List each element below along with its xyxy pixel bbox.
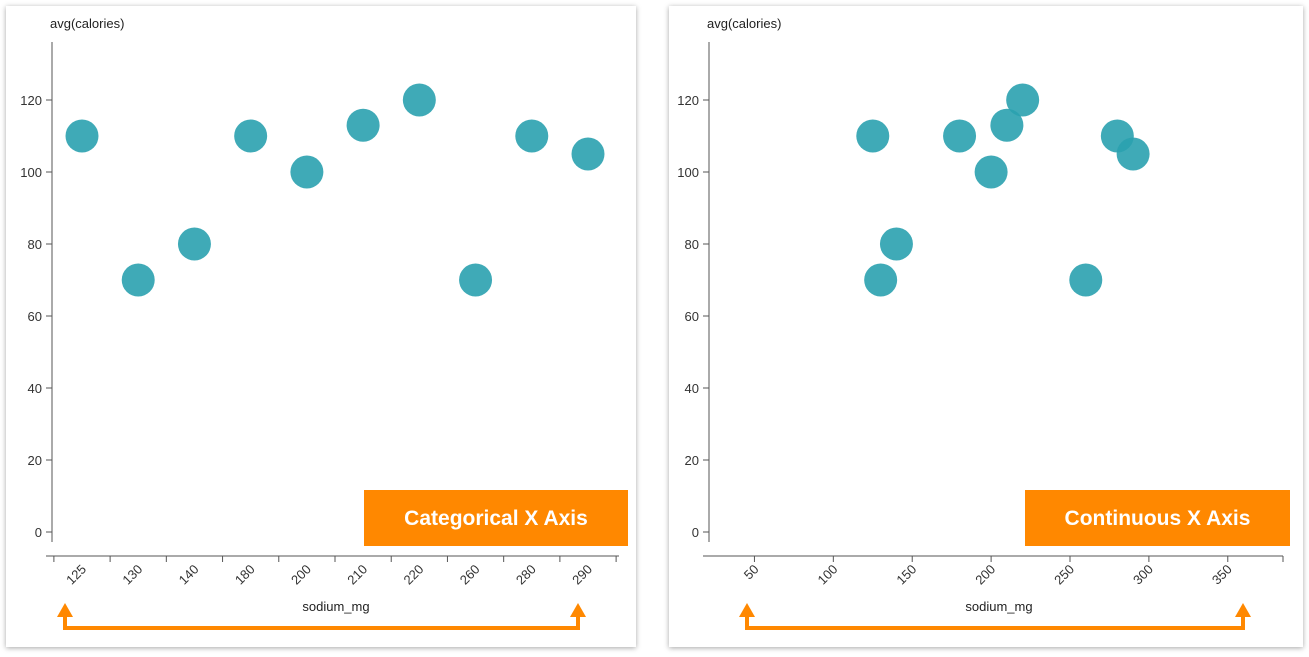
- categorical-scatter-chart: avg(calories) 0 20 40 60 80 100 120 125 130 140 180…: [20, 16, 628, 630]
- x-tick-label: 300: [1130, 562, 1156, 588]
- data-point: [879, 227, 913, 261]
- y-axis-title: avg(calories): [707, 16, 781, 31]
- data-point: [1069, 263, 1103, 297]
- data-point: [864, 263, 898, 297]
- data-point: [515, 119, 549, 153]
- left-chart-panel: avg(calories) 0 20 40 60 80 100 120 125 130 140 180…: [6, 6, 636, 647]
- right-arrowhead: [570, 603, 586, 617]
- left-arrowhead: [739, 603, 755, 617]
- data-point: [571, 137, 605, 171]
- y-tick-label: 80: [685, 237, 699, 252]
- y-tick-label: 20: [685, 453, 699, 468]
- x-tick-label: 210: [344, 562, 370, 588]
- x-tick-label: 150: [893, 562, 919, 588]
- y-tick-label: 60: [685, 309, 699, 324]
- x-tick-label: 200: [972, 562, 998, 588]
- x-tick-label: 50: [741, 562, 762, 583]
- x-tick-label: 280: [513, 562, 539, 588]
- y-tick-label: 100: [677, 165, 699, 180]
- data-point: [402, 83, 436, 117]
- axis-type-badge-label: Continuous X Axis: [1065, 507, 1251, 530]
- y-tick-label: 80: [28, 237, 42, 252]
- data-point: [459, 263, 493, 297]
- y-tick-label: 40: [28, 381, 42, 396]
- left-arrowhead: [57, 603, 73, 617]
- data-point: [346, 108, 380, 142]
- data-point: [943, 119, 977, 153]
- x-tick-label: 130: [119, 562, 145, 588]
- x-tick-label: 180: [232, 562, 258, 588]
- data-point: [990, 108, 1024, 142]
- y-tick-label: 60: [28, 309, 42, 324]
- data-point: [856, 119, 890, 153]
- x-tick-label: 140: [176, 562, 202, 588]
- range-bracket: [63, 616, 580, 630]
- x-tick-label: 260: [457, 562, 483, 588]
- y-tick-label: 100: [20, 165, 42, 180]
- x-axis-title: sodium_mg: [302, 599, 369, 614]
- x-tick-label: 200: [288, 562, 314, 588]
- y-tick-label: 120: [20, 93, 42, 108]
- data-point: [121, 263, 155, 297]
- data-point: [177, 227, 211, 261]
- continuous-scatter-chart: avg(calories) 0 20 40 60 80 100 120 50 100 150 200 2…: [677, 16, 1290, 630]
- y-tick-label: 0: [692, 525, 699, 540]
- x-tick-label: 100: [815, 562, 841, 588]
- x-tick-label: 220: [401, 562, 427, 588]
- data-point: [290, 155, 324, 189]
- axis-type-badge: [1025, 490, 1290, 546]
- right-chart-panel: avg(calories) 0 20 40 60 80 100 120 50 100 150 200 2…: [669, 6, 1303, 647]
- y-tick-label: 0: [35, 525, 42, 540]
- data-point: [234, 119, 268, 153]
- y-axis-title: avg(calories): [50, 16, 124, 31]
- right-arrowhead: [1235, 603, 1251, 617]
- x-tick-label: 350: [1209, 562, 1235, 588]
- y-tick-label: 20: [28, 453, 42, 468]
- data-point: [65, 119, 99, 153]
- x-tick-label: 125: [63, 562, 89, 588]
- y-tick-label: 40: [685, 381, 699, 396]
- x-tick-label: 290: [569, 562, 595, 588]
- range-bracket: [745, 616, 1245, 630]
- data-point: [1006, 83, 1040, 117]
- x-axis-title: sodium_mg: [965, 599, 1032, 614]
- data-point: [1116, 137, 1150, 171]
- x-tick-label: 250: [1051, 562, 1077, 588]
- axis-type-badge-label: Categorical X Axis: [404, 507, 588, 530]
- axis-type-badge: [364, 490, 628, 546]
- data-point: [974, 155, 1008, 189]
- y-tick-label: 120: [677, 93, 699, 108]
